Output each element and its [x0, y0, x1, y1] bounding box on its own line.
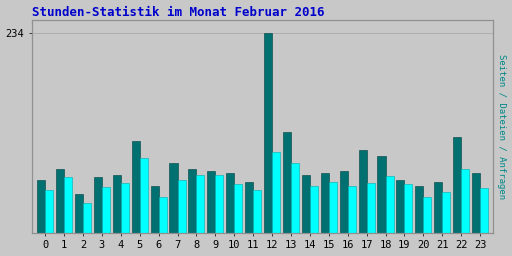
- Bar: [415, 186, 423, 233]
- Bar: [159, 197, 167, 233]
- Bar: [234, 184, 242, 233]
- Bar: [151, 186, 159, 233]
- Bar: [329, 182, 337, 233]
- Bar: [404, 184, 413, 233]
- Bar: [434, 182, 442, 233]
- Bar: [140, 158, 148, 233]
- Bar: [75, 195, 83, 233]
- Bar: [245, 182, 253, 233]
- Bar: [113, 175, 121, 233]
- Bar: [121, 183, 129, 233]
- Bar: [83, 203, 91, 233]
- Bar: [310, 186, 318, 233]
- Bar: [321, 173, 329, 233]
- Bar: [339, 170, 348, 233]
- Bar: [216, 175, 223, 233]
- Bar: [264, 33, 272, 233]
- Bar: [283, 132, 291, 233]
- Bar: [37, 180, 45, 233]
- Bar: [396, 180, 404, 233]
- Bar: [367, 183, 375, 233]
- Bar: [94, 177, 102, 233]
- Bar: [480, 188, 488, 233]
- Bar: [64, 177, 72, 233]
- Bar: [132, 141, 140, 233]
- Bar: [461, 169, 469, 233]
- Bar: [348, 186, 356, 233]
- Bar: [442, 192, 450, 233]
- Y-axis label: Seiten / Dateien / Anfragen: Seiten / Dateien / Anfragen: [498, 54, 506, 199]
- Bar: [188, 169, 197, 233]
- Text: Stunden-Statistik im Monat Februar 2016: Stunden-Statistik im Monat Februar 2016: [32, 6, 325, 18]
- Bar: [453, 137, 461, 233]
- Bar: [291, 163, 299, 233]
- Bar: [272, 152, 280, 233]
- Bar: [423, 197, 431, 233]
- Bar: [226, 173, 234, 233]
- Bar: [377, 156, 386, 233]
- Bar: [472, 173, 480, 233]
- Bar: [302, 175, 310, 233]
- Bar: [386, 176, 394, 233]
- Bar: [169, 163, 178, 233]
- Bar: [45, 190, 53, 233]
- Bar: [253, 190, 261, 233]
- Bar: [207, 170, 216, 233]
- Bar: [102, 187, 110, 233]
- Bar: [358, 150, 367, 233]
- Bar: [197, 175, 204, 233]
- Bar: [56, 169, 64, 233]
- Bar: [178, 180, 185, 233]
